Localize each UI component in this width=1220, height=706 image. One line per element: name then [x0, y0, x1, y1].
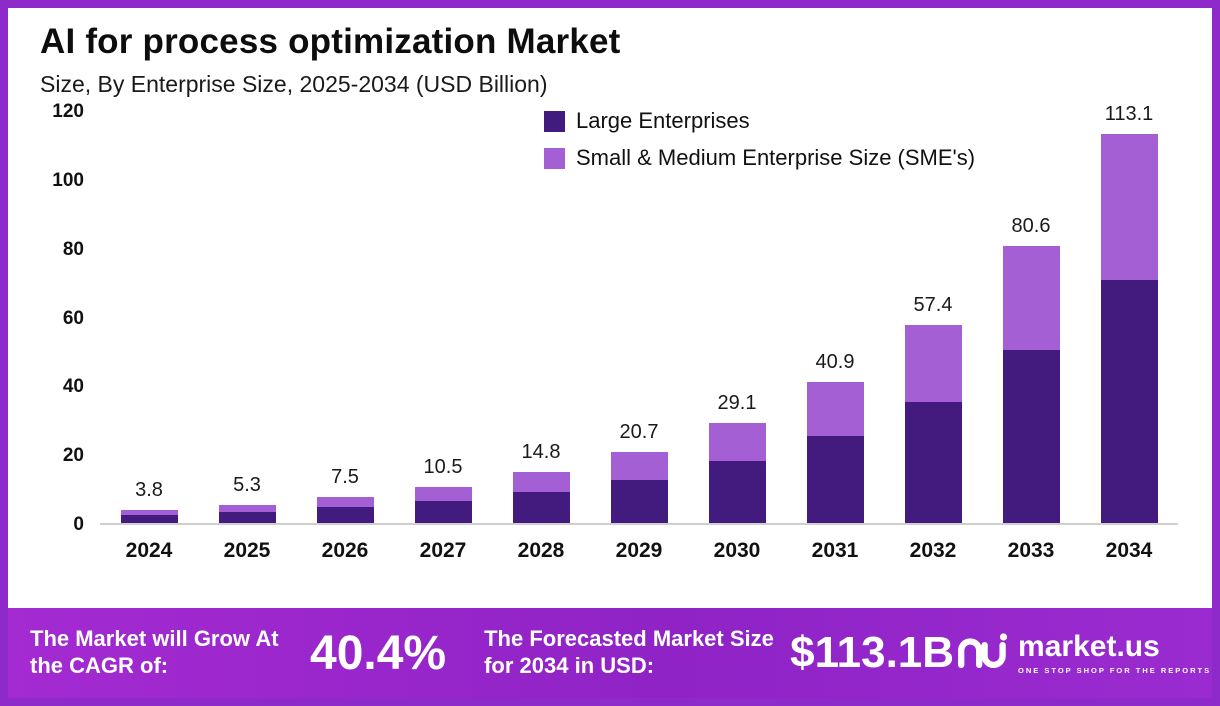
- legend-label: Small & Medium Enterprise Size (SME's): [576, 145, 976, 170]
- bar-total-label: 7.5: [331, 466, 359, 489]
- bar-total-label: 40.9: [815, 351, 855, 374]
- bar-segment-large-enterprises: [512, 492, 570, 523]
- bar-segment-large-enterprises: [316, 507, 374, 523]
- bar-segment-large-enterprises: [120, 514, 178, 523]
- chart-header: AI for process optimization Market Size,…: [8, 8, 1212, 102]
- bar-column: 7.5: [296, 112, 394, 523]
- bar-segment-sme: [610, 451, 668, 480]
- x-tick-label: 2026: [321, 539, 369, 562]
- page-subtitle: Size, By Enterprise Size, 2025-2034 (USD…: [40, 71, 548, 97]
- legend-swatch-icon: [544, 147, 565, 169]
- bar-column: 80.6: [982, 112, 1080, 523]
- bar-total-label: 5.3: [233, 473, 261, 496]
- x-tick-label: 2031: [811, 539, 859, 562]
- x-tick-label: 2024: [125, 539, 173, 562]
- stacked-bar-chart: Large Enterprises Small & Medium Enterpri…: [36, 101, 1178, 563]
- footer-banner: The Market will Grow At the CAGR of: 40.…: [8, 608, 1212, 698]
- bar-segment-large-enterprises: [414, 500, 472, 523]
- y-tick-label: 40: [62, 376, 84, 398]
- y-tick-label: 20: [62, 445, 84, 467]
- bar-segment-sme: [708, 422, 766, 462]
- x-tick-label: 2027: [419, 539, 467, 562]
- bar-segment-large-enterprises: [610, 479, 668, 523]
- x-tick-label: 2030: [713, 539, 761, 562]
- x-tick-label: 2029: [615, 539, 663, 562]
- bar-total-label: 80.6: [1011, 214, 1051, 237]
- bar-column: 5.3: [198, 112, 296, 523]
- cagr-label: The Market will Grow At the CAGR of:: [30, 626, 279, 678]
- brand-name: market.us: [1018, 629, 1160, 663]
- plot-area: 3.8 5.3 7.5 10.5 14.8 20.7 29.1 40.9 57.4 80.6 113…: [100, 103, 1178, 525]
- bar-column: 40.9: [786, 112, 884, 523]
- brand: market.us ONE STOP SHOP FOR THE REPORTS: [954, 629, 1212, 675]
- bar-total-label: 3.8: [135, 478, 163, 501]
- bar-segment-large-enterprises: [1002, 349, 1060, 523]
- bar-segment-sme: [414, 486, 472, 501]
- bar-total-label: 57.4: [913, 294, 953, 317]
- bar-segment-sme: [218, 504, 276, 512]
- bar-total-label: 14.8: [521, 441, 561, 464]
- bar-column: 10.5: [394, 112, 492, 523]
- bar-segment-large-enterprises: [218, 511, 276, 523]
- chart-body: 120 100 80 60 40 20 0 3.8 5.3 7.5 10.5 14.8 20.7 29.…: [36, 101, 1178, 563]
- bar-segment-large-enterprises: [806, 435, 864, 523]
- bar-segment-sme: [1002, 245, 1060, 350]
- bar-segment-sme: [316, 497, 374, 508]
- legend-item: Small & Medium Enterprise Size (SME's): [544, 145, 975, 171]
- x-tick-label: 2025: [223, 539, 271, 562]
- market-us-logo-icon: [954, 632, 1008, 674]
- bar-total-label: 113.1: [1104, 102, 1154, 125]
- legend: Large Enterprises Small & Medium Enterpri…: [544, 108, 975, 171]
- bar-column: 14.8: [492, 112, 590, 523]
- forecast-value: $113.1B: [790, 628, 955, 677]
- bar-total-label: 10.5: [423, 455, 463, 478]
- y-tick-label: 60: [62, 307, 84, 329]
- bar-segment-sme: [1100, 133, 1158, 281]
- bar-column: 113.1: [1080, 103, 1178, 523]
- bar-segment-large-enterprises: [708, 461, 766, 523]
- bar-segment-large-enterprises: [1100, 280, 1158, 523]
- bar-column: 29.1: [688, 112, 786, 523]
- plot-wrap: 3.8 5.3 7.5 10.5 14.8 20.7 29.1 40.9 57.4 80.6 113…: [100, 103, 1178, 563]
- x-tick-label: 2034: [1105, 539, 1153, 562]
- forecast-label: The Forecasted Market Size for 2034 in U…: [484, 626, 774, 678]
- legend-item: Large Enterprises: [544, 108, 975, 134]
- bar-column: 20.7: [590, 112, 688, 523]
- legend-swatch-icon: [544, 110, 565, 132]
- page-title: AI for process optimization Market: [40, 22, 621, 61]
- x-tick-label: 2033: [1007, 539, 1055, 562]
- y-tick-label: 0: [73, 514, 84, 535]
- legend-label: Large Enterprises: [576, 108, 750, 133]
- y-tick-label: 100: [52, 169, 84, 191]
- y-tick-label: 80: [62, 238, 84, 260]
- bar-segment-sme: [904, 325, 962, 403]
- bar-segment-sme: [512, 472, 570, 493]
- brand-tagline: ONE STOP SHOP FOR THE REPORTS: [1018, 665, 1212, 675]
- bar-segment-large-enterprises: [904, 402, 962, 523]
- y-tick-label: 120: [52, 101, 84, 122]
- bar-segment-sme: [806, 382, 864, 436]
- x-tick-label: 2028: [517, 539, 565, 562]
- x-axis-labels: 2024 2025 2026 2027 2028 2029 2030 2031 2032 2033…: [100, 539, 1178, 563]
- y-axis: 120 100 80 60 40 20 0: [36, 101, 100, 535]
- bar-column: 3.8: [100, 112, 198, 523]
- cagr-value: 40.4%: [310, 626, 447, 680]
- brand-text: market.us ONE STOP SHOP FOR THE REPORTS: [1018, 629, 1212, 675]
- bar-column: 57.4: [884, 112, 982, 523]
- bar-total-label: 20.7: [619, 420, 659, 443]
- bar-segment-sme: [120, 509, 178, 515]
- x-tick-label: 2032: [909, 539, 957, 562]
- bar-total-label: 29.1: [717, 391, 757, 414]
